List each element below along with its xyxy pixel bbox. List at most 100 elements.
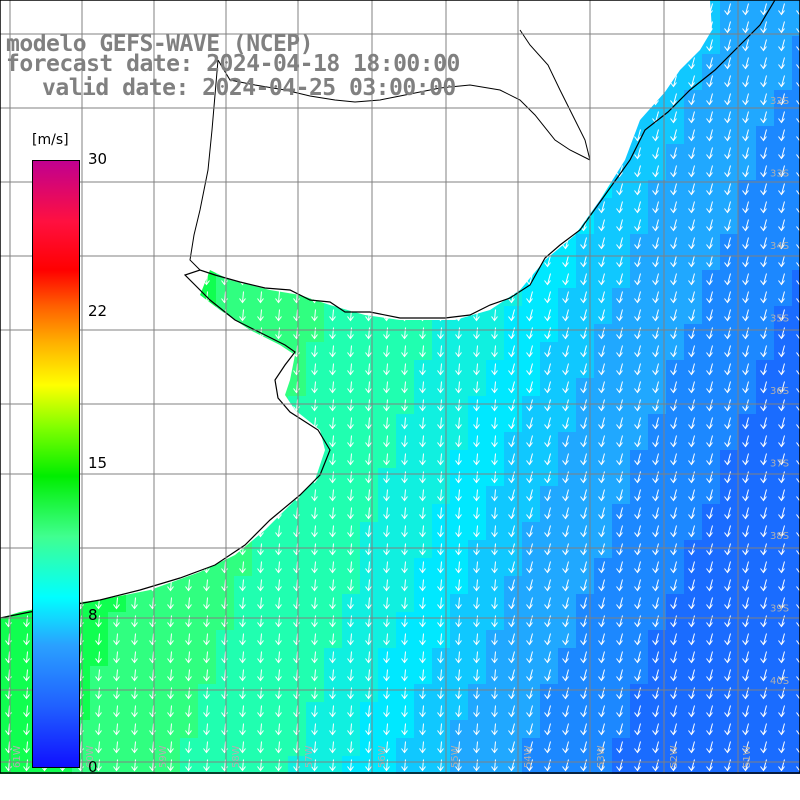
wind-arrow [508,687,515,700]
wind-arrow [347,489,354,502]
wind-arrow [706,363,713,376]
field-cell [792,36,800,54]
wind-arrow [473,417,480,430]
field-cell [792,666,800,684]
field-cell [792,306,800,324]
wind-arrow [113,759,120,772]
wind-arrow [275,759,282,772]
wind-arrow [598,435,605,448]
wind-arrow [562,363,569,376]
wind-arrow [760,507,767,520]
wind-arrow [562,741,569,754]
model-title: modelo GEFS-WAVE (NCEP) [6,31,314,57]
wind-arrow [473,399,480,412]
wind-arrow [347,525,354,538]
wind-arrow [760,165,767,178]
field-cell [792,18,800,36]
field-cell [792,432,800,450]
wind-arrow [365,381,372,394]
wind-arrow [562,327,569,340]
wind-arrow [562,255,569,268]
wind-arrow [419,525,426,538]
wind-arrow [131,633,138,646]
wind-arrow [383,489,390,502]
wind-arrow [275,525,282,538]
wind-arrow [778,453,785,466]
wind-arrow [347,759,354,772]
wind-arrow [526,741,533,754]
wind-arrow [562,705,569,718]
wind-arrow [275,291,282,304]
wind-arrow [401,615,408,628]
wind-arrow [580,633,587,646]
wind-arrow [347,471,354,484]
wind-arrow [616,579,623,592]
wind-arrow [329,399,336,412]
wind-arrow [742,597,749,610]
wind-arrow [688,363,695,376]
wind-arrow [688,129,695,142]
wind-arrow [401,327,408,340]
wind-arrow [706,273,713,286]
wind-arrow [778,417,785,430]
wind-arrow [239,633,246,646]
wind-arrow [562,543,569,556]
wind-arrow [760,579,767,592]
wind-arrow [670,345,677,358]
wind-arrow [580,705,587,718]
wind-arrow [544,723,551,736]
wind-arrow [437,417,444,430]
wind-arrow [652,327,659,340]
wind-arrow [742,669,749,682]
wind-arrow [491,453,498,466]
wind-arrow [634,579,641,592]
wind-arrow [778,345,785,358]
wind-arrow [670,255,677,268]
wind-arrow [652,453,659,466]
wind-arrow [473,345,480,358]
wind-arrow [311,597,318,610]
wind-arrow [724,489,731,502]
wind-arrow [508,579,515,592]
wind-arrow [311,705,318,718]
wind-arrow [706,129,713,142]
wind-arrow [473,669,480,682]
wind-arrow [598,381,605,394]
wind-arrow [544,651,551,664]
wind-arrow [634,705,641,718]
wind-arrow [365,615,372,628]
land-mass [0,0,712,618]
wind-arrow [562,435,569,448]
field-cell [792,108,800,126]
wind-arrow [688,489,695,502]
wind-arrow [634,165,641,178]
wind-arrow [401,561,408,574]
wind-arrow [670,435,677,448]
wind-arrow [670,651,677,664]
field-cell [792,540,800,558]
wind-arrow [131,669,138,682]
wind-arrow [95,705,102,718]
wind-arrow [419,453,426,466]
wind-arrow [724,165,731,178]
wind-arrow [724,399,731,412]
wind-arrow [113,651,120,664]
wind-arrow [544,381,551,394]
wind-arrow [239,705,246,718]
wind-arrow [634,255,641,268]
wind-arrow [760,201,767,214]
wind-arrow [634,543,641,556]
wind-arrow [347,651,354,664]
wind-arrow [401,543,408,556]
wind-arrow [257,669,264,682]
wind-arrow [598,489,605,502]
wind-arrow [616,723,623,736]
wind-arrow [778,615,785,628]
wind-arrow [473,507,480,520]
wind-arrow [508,471,515,484]
wind-arrow [670,543,677,556]
wind-arrow [329,669,336,682]
wind-arrow [616,381,623,394]
wind-arrow [760,417,767,430]
wind-arrow [185,741,192,754]
